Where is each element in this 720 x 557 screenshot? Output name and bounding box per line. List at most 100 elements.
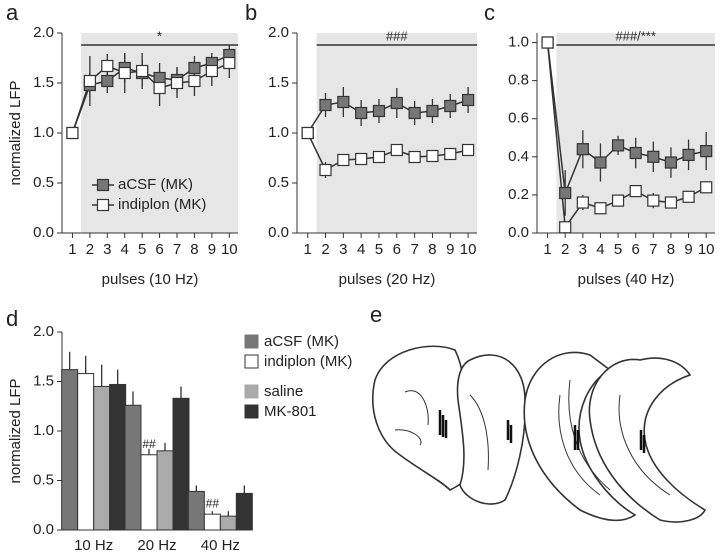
y-tick-label: 0.6 (508, 110, 529, 127)
bar (61, 369, 79, 531)
series-line (307, 132, 469, 172)
y-tick-label: 1.0 (268, 124, 289, 141)
y-tick-label: 0.4 (508, 148, 529, 165)
x-tick-label: 10 (221, 241, 238, 258)
marker (444, 99, 457, 113)
x-tick-label: 9 (684, 241, 692, 258)
marker (461, 93, 475, 107)
marker (629, 184, 642, 198)
y-tick-label: 1.0 (33, 422, 54, 439)
marker (188, 74, 201, 88)
legend-label: aCSF (MK) (264, 333, 339, 350)
bar (124, 404, 142, 531)
bar (219, 515, 237, 531)
legend-label: saline (264, 383, 303, 400)
x-axis-label: pulses (10 Hz) (102, 271, 199, 288)
y-tick-label: 0.0 (33, 521, 54, 538)
y-axis-label: normalized LFP (7, 80, 24, 185)
marker (223, 56, 236, 70)
series-line (71, 54, 230, 134)
bar (93, 385, 111, 531)
y-axis-label: normalized LFP (7, 378, 24, 483)
bar (187, 490, 205, 531)
marker (664, 156, 678, 169)
series-line (546, 42, 707, 194)
bar (172, 397, 190, 531)
y-tick-label: 1.0 (33, 124, 54, 141)
y-tick-label: 2.0 (33, 24, 54, 41)
marker (101, 59, 114, 73)
x-tick-label: 6 (393, 241, 401, 258)
x-tick-label: 6 (632, 241, 640, 258)
x-tick-label: 7 (410, 241, 418, 258)
x-tick-label: 20 Hz (137, 537, 176, 552)
marker (559, 221, 572, 234)
x-tick-label: 10 (698, 241, 715, 258)
marker (205, 64, 218, 78)
marker (682, 190, 695, 203)
marker (576, 196, 589, 209)
marker (390, 143, 403, 157)
y-tick-label: 2.0 (33, 323, 54, 340)
bar (235, 492, 253, 531)
bar (140, 454, 158, 531)
marker (66, 126, 79, 140)
recording-sites (438, 410, 646, 453)
marker (355, 106, 368, 120)
marker (319, 163, 332, 177)
legend-swatch (96, 178, 110, 192)
series-line (307, 99, 469, 134)
bar (109, 383, 127, 531)
marker (461, 143, 475, 157)
marker (594, 202, 607, 215)
marker (576, 143, 589, 156)
x-axis-label: pulses (20 Hz) (339, 271, 436, 288)
legend-label: indiplon (MK) (118, 196, 206, 213)
legend-label: MK-801 (264, 403, 317, 420)
x-tick-label: 40 Hz (201, 537, 240, 552)
marker (541, 36, 554, 49)
x-tick-label: 4 (357, 241, 365, 258)
x-tick-label: 10 (460, 241, 477, 258)
marker (301, 126, 314, 140)
legend-swatch (244, 354, 259, 369)
marker (372, 150, 386, 164)
x-tick-label: 5 (614, 241, 622, 258)
y-tick-label: 1.5 (33, 372, 54, 389)
marker (188, 61, 201, 75)
x-tick-label: 5 (375, 241, 383, 258)
marker (444, 147, 457, 161)
bar (77, 373, 95, 531)
legend-label: indiplon (MK) (264, 353, 352, 370)
x-tick-label: 5 (138, 241, 146, 258)
significance-label: ### (386, 28, 408, 43)
marker (629, 146, 642, 160)
marker (664, 196, 678, 209)
x-tick-label: 9 (446, 241, 454, 258)
x-tick-label: 7 (173, 241, 181, 258)
y-tick-label: 1.5 (268, 74, 289, 91)
marker (647, 194, 660, 207)
legend-swatch (244, 384, 259, 399)
panel-letter: a (6, 0, 19, 25)
series-line (71, 62, 230, 134)
x-tick-label: 3 (579, 241, 587, 258)
x-tick-label: 2 (86, 241, 94, 258)
legend-swatch (244, 404, 259, 419)
x-tick-label: 9 (208, 241, 216, 258)
x-axis-label: pulses (40 Hz) (578, 271, 675, 288)
marker (700, 144, 713, 158)
y-tick-label: 0.5 (33, 174, 54, 191)
x-tick-label: 8 (190, 241, 198, 258)
marker (153, 71, 166, 85)
marker (611, 139, 625, 152)
value-label: ## (142, 437, 156, 451)
y-tick-label: 0.0 (268, 224, 289, 241)
y-tick-label: 1.5 (33, 74, 54, 91)
x-tick-label: 2 (561, 241, 569, 258)
marker (426, 149, 439, 163)
x-tick-label: 6 (155, 241, 163, 258)
marker (372, 104, 386, 118)
marker (118, 66, 131, 80)
